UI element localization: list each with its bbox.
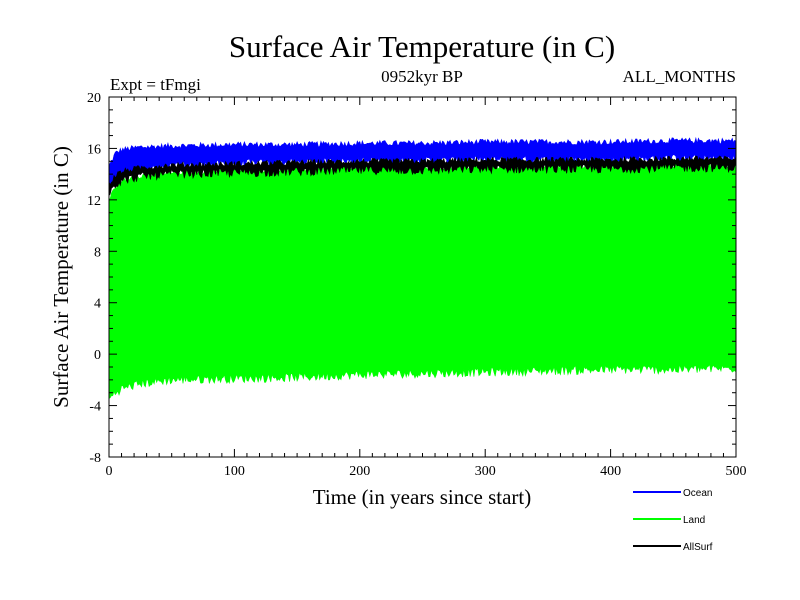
y-axis: -8 -4 0 4 8 12 16 20 — [87, 91, 736, 466]
legend: Ocean Land AllSurf — [633, 488, 713, 553]
period-label: 0952kyr BP — [381, 67, 463, 86]
y-tick-label: 16 — [87, 142, 101, 157]
y-tick-label: 12 — [87, 194, 101, 209]
y-axis-label: Surface Air Temperature (in C) — [49, 146, 73, 408]
legend-label-ocean: Ocean — [683, 488, 712, 499]
chart-title: Surface Air Temperature (in C) — [229, 29, 615, 64]
x-tick-label: 200 — [349, 464, 370, 479]
plot-series — [108, 136, 737, 400]
series-land-band — [108, 162, 737, 400]
legend-label-allsurf: AllSurf — [683, 542, 713, 553]
x-tick-label: 400 — [600, 464, 621, 479]
y-tick-label: -8 — [89, 451, 101, 466]
x-axis-label: Time (in years since start) — [313, 485, 532, 509]
x-axis: 0 100 200 300 400 500 — [106, 97, 747, 479]
x-tick-label: 0 — [106, 464, 113, 479]
y-tick-label: -4 — [89, 400, 101, 415]
y-tick-label: 8 — [94, 245, 101, 260]
x-tick-label: 500 — [726, 464, 747, 479]
x-tick-label: 300 — [475, 464, 496, 479]
x-tick-label: 100 — [224, 464, 245, 479]
y-tick-label: 20 — [87, 91, 101, 106]
months-label: ALL_MONTHS — [623, 67, 736, 86]
experiment-label: Expt = tFmgi — [110, 75, 201, 94]
legend-label-land: Land — [683, 515, 705, 526]
y-tick-label: 0 — [94, 348, 101, 363]
y-tick-label: 4 — [94, 297, 101, 312]
